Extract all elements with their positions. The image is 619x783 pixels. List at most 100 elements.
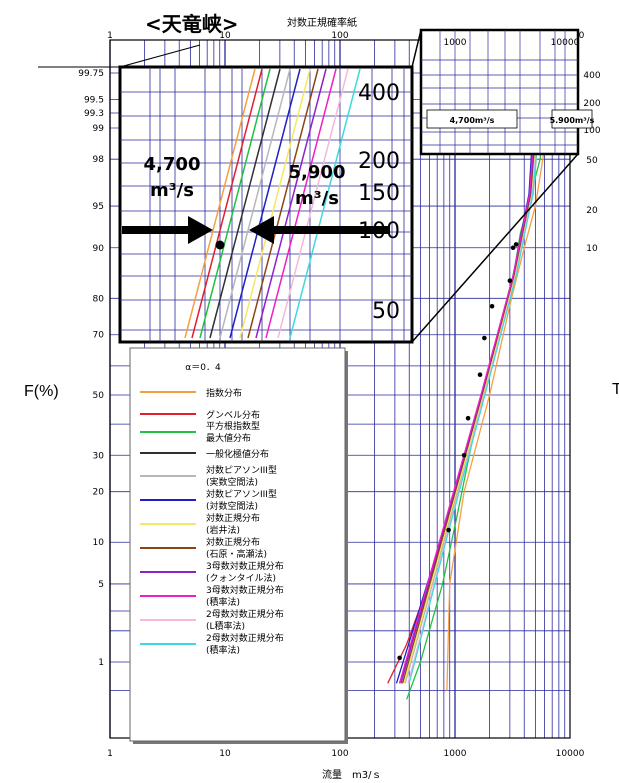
inset-series-line (255, 68, 327, 339)
legend-label: 2母数対数正規分布 (206, 608, 284, 620)
chart-title: <天竜峡> (145, 12, 239, 36)
legend-label: 3母数対数正規分布 (206, 584, 284, 596)
legend-label: (岩井法) (206, 524, 240, 536)
small-inset-y-tick: 10 (586, 244, 598, 254)
inset-series-line (247, 68, 319, 339)
x-tick-label: 100 (331, 749, 348, 759)
y-tick-label: 98 (93, 155, 105, 165)
legend-label: 対数正規分布 (206, 512, 260, 524)
x-tick-label-top: 10 (219, 31, 231, 41)
observed-point (477, 372, 483, 378)
inset-y-tick: 200 (358, 149, 400, 174)
legend-label: 対数正規分布 (206, 536, 260, 548)
legend-label: 指数分布 (206, 387, 242, 399)
legend-label: (実数空間法) (206, 476, 258, 488)
y-tick-label: 20 (93, 488, 105, 498)
inset-series-line (184, 68, 256, 339)
y-tick-label: 10 (93, 538, 105, 548)
y-tick-label: 70 (93, 331, 105, 341)
inset-series-line (277, 68, 349, 339)
x-axis-label: 流量 m3/ｓ (322, 770, 382, 781)
observed-point (510, 245, 516, 251)
inset-series-line (229, 68, 301, 339)
inset-series-line (191, 68, 263, 339)
legend-label: (クォンタイル法) (206, 572, 276, 584)
legend-label: 3母数対数正規分布 (206, 560, 284, 572)
legend-label: 最大値分布 (206, 432, 251, 444)
left-arrow-shaft (122, 226, 192, 234)
small-inset-label-box-left (426, 109, 518, 129)
inset-left-unit: m³/s (150, 180, 194, 201)
observed-point (482, 335, 487, 341)
small-inset-label-left: 4,700m³/s (450, 116, 495, 125)
inset-series-line (209, 68, 281, 339)
legend-label: 対数ピアソンIII型 (206, 464, 277, 476)
x-tick-label: 1000 (444, 749, 467, 759)
inset-series-line (219, 68, 291, 339)
small-inset-y-tick: 20 (586, 206, 598, 216)
inset-right-value: 5,900 (289, 162, 346, 183)
inset-series-line (265, 68, 337, 339)
inset-series-line (239, 68, 311, 339)
legend-label: 平方根指数型 (206, 420, 260, 432)
x-tick-label: 10 (219, 749, 231, 759)
small-inset-label-box-right (551, 109, 593, 129)
y-tick-label: 90 (93, 244, 105, 254)
y-tick-label: 1 (98, 658, 104, 668)
right-cut-char: T (612, 381, 619, 398)
small-inset-x-tick: 1000 (444, 38, 467, 48)
observed-point (446, 527, 451, 533)
small-inset-label-right: 5.900m³/s (550, 116, 595, 125)
small-inset-y-tick: 200 (583, 99, 600, 109)
legend-label: (積率法) (206, 596, 240, 608)
observed-point (465, 415, 471, 421)
connector-line (119, 44, 201, 68)
small-inset-y-tick: 50 (586, 156, 598, 166)
y-tick-label: 95 (93, 202, 104, 212)
legend-label: 2母数対数正規分布 (206, 632, 284, 644)
legend-label: (石原・高瀬法) (206, 548, 267, 560)
y-tick-label: 30 (93, 451, 105, 461)
x-tick-label: 10000 (556, 749, 585, 759)
y-tick-label: 50 (93, 391, 105, 401)
observed-point (507, 278, 513, 284)
right-arrow-head (249, 216, 274, 244)
series-line (408, 72, 545, 684)
y-tick-label: 99.3 (84, 109, 104, 119)
inset-y-tick: 150 (358, 181, 400, 206)
x-tick-label-top: 1 (107, 31, 113, 41)
y-tick-label: 99.5 (84, 95, 104, 105)
small-inset-y-tick: 100 (583, 126, 600, 136)
legend-label: グンベル分布 (206, 409, 260, 421)
x-tick-label: 1 (107, 749, 113, 759)
inset-series-line (289, 68, 361, 339)
connector-line (411, 29, 422, 68)
inset-y-tick: 50 (372, 299, 400, 324)
legend-label: (対数空間法) (206, 500, 258, 512)
connector-line (411, 153, 579, 343)
inset-observed-point (215, 240, 225, 250)
observed-point (489, 303, 495, 309)
small-inset-frame (419, 28, 580, 156)
right-arrow-shaft (270, 226, 390, 234)
left-arrow-head (188, 216, 213, 244)
zoom-inset-frame (118, 65, 414, 344)
observed-point (513, 242, 519, 247)
y-axis-label: F(%) (24, 383, 59, 400)
paper-label: 対数正規確率紙 (287, 18, 357, 29)
observed-point (397, 655, 402, 661)
legend-label: (L積率法) (206, 620, 245, 632)
small-inset-x-tick: 10000 (551, 38, 580, 48)
inset-series-line (199, 68, 271, 339)
y-tick-label: 99.75 (78, 69, 104, 79)
legend-label: (積率法) (206, 644, 240, 656)
inset-y-tick: 400 (358, 81, 400, 106)
inset-left-value: 4,700 (144, 154, 201, 175)
small-inset-y-tick: 400 (583, 71, 600, 81)
series-group (387, 72, 553, 700)
legend-label: 一般化極値分布 (206, 448, 269, 460)
observed-point (461, 452, 467, 458)
y-tick-label: 80 (93, 294, 105, 304)
legend-label: 対数ピアソンIII型 (206, 488, 277, 500)
